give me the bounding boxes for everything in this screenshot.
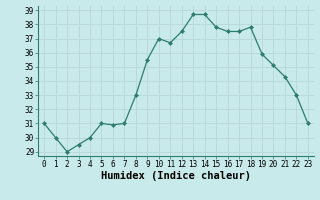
X-axis label: Humidex (Indice chaleur): Humidex (Indice chaleur) — [101, 171, 251, 181]
